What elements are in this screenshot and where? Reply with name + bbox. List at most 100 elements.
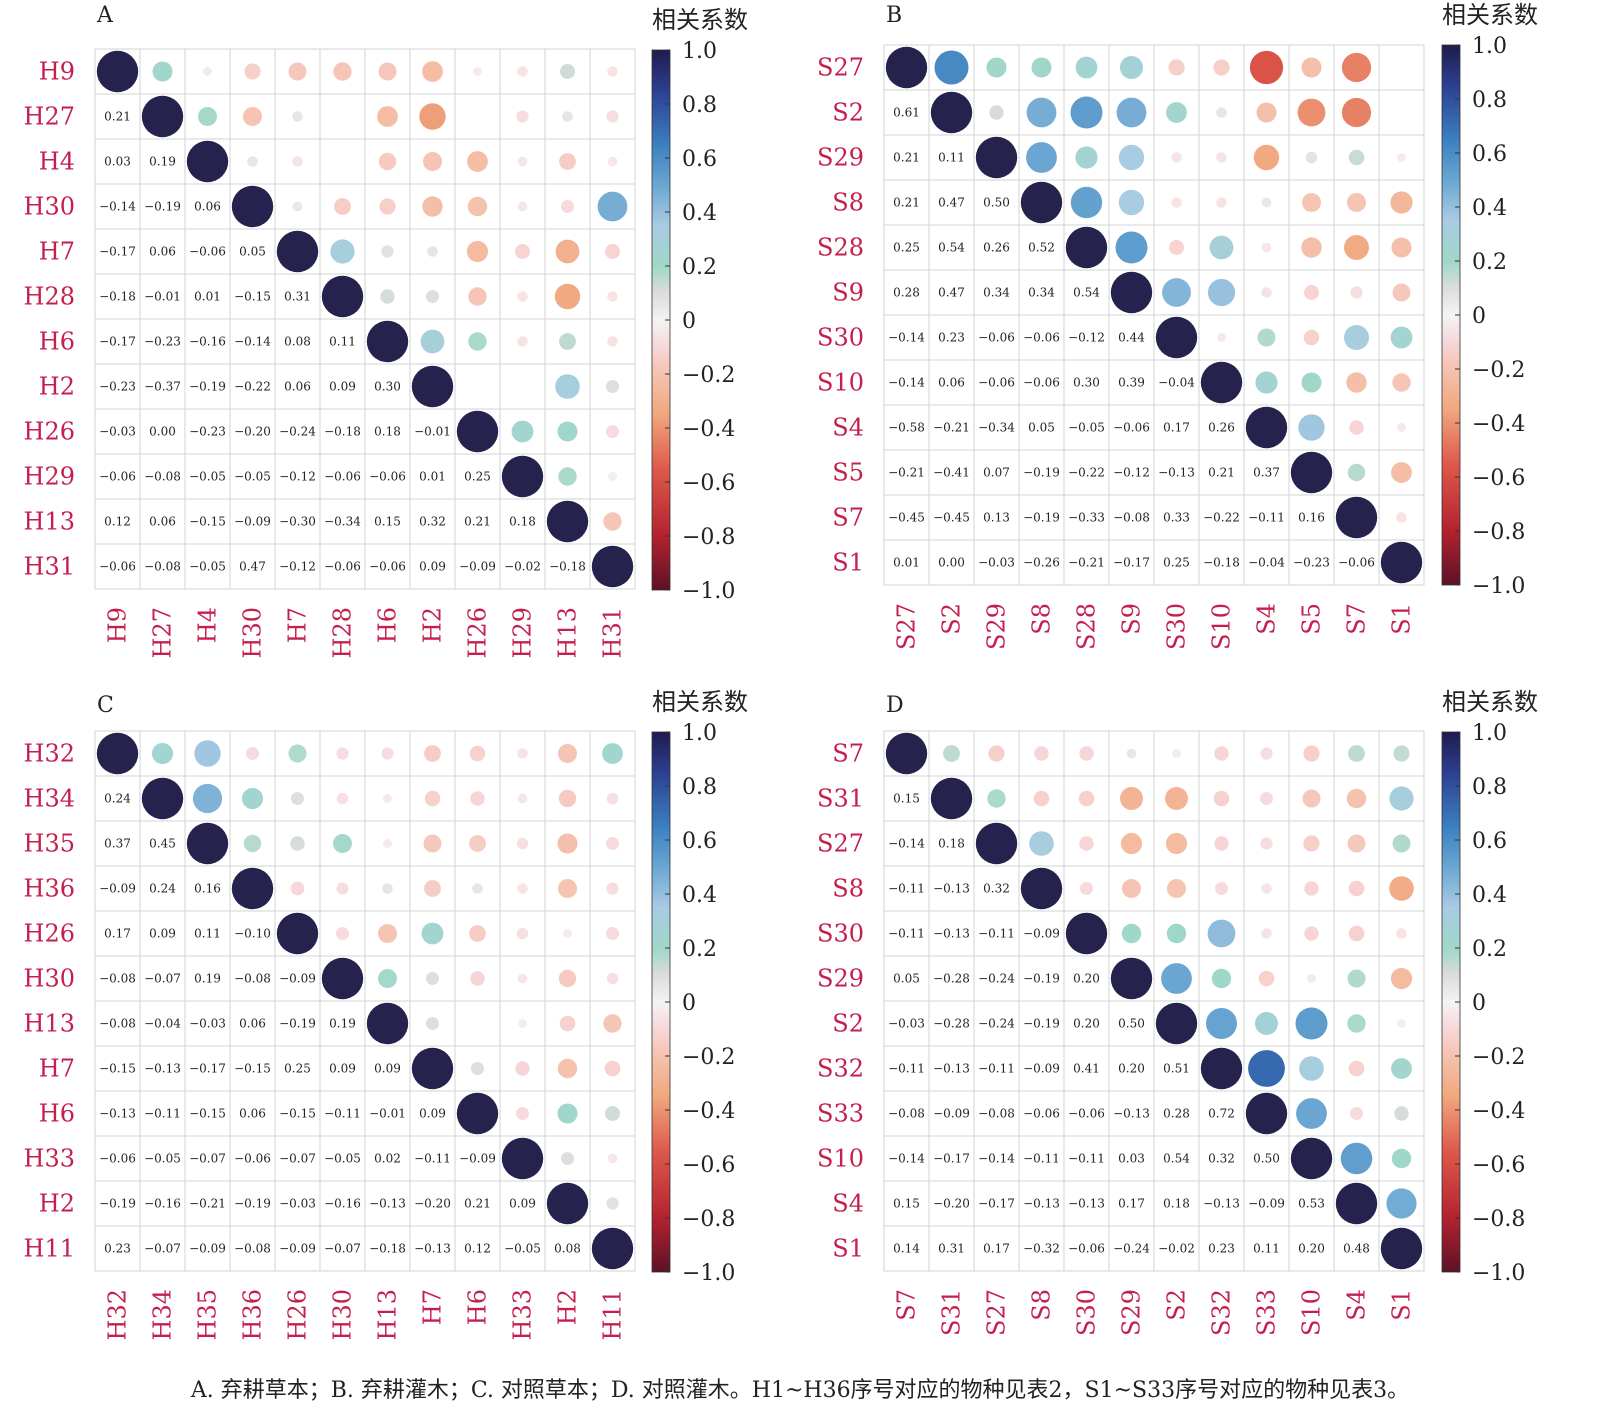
row-label: S28 (817, 234, 864, 262)
correlation-value: −0.09 (1023, 927, 1060, 941)
correlation-circle (1121, 923, 1142, 944)
correlation-value: 0.01 (893, 556, 920, 570)
row-label: H6 (39, 328, 75, 356)
correlation-circle (1346, 788, 1367, 809)
colorbar-tick-label: −0.6 (1472, 1153, 1525, 1178)
correlation-value: 0.01 (419, 470, 446, 484)
correlation-value: −0.08 (978, 1107, 1015, 1121)
correlation-value: −0.06 (234, 1152, 271, 1166)
row-label: S29 (817, 144, 864, 172)
correlation-circle (466, 240, 489, 263)
row-label: H7 (39, 238, 75, 266)
correlation-circle (558, 879, 577, 898)
correlation-circle (555, 374, 580, 399)
correlation-value: 0.20 (1073, 972, 1100, 986)
correlation-value: 0.00 (149, 425, 176, 439)
correlation-value: 0.06 (938, 376, 965, 390)
row-label: S4 (832, 1190, 864, 1218)
correlation-circle (563, 929, 572, 938)
correlation-value: 0.47 (239, 560, 266, 574)
correlation-circle (1255, 1012, 1278, 1035)
correlation-circle (561, 1152, 574, 1165)
column-label: H28 (329, 607, 357, 658)
correlation-circle (378, 62, 397, 81)
correlation-circle (423, 834, 442, 853)
row-label: H6 (39, 1100, 75, 1128)
correlation-circle (333, 834, 352, 853)
correlation-value: 0.02 (374, 1152, 401, 1166)
colorbar-tick-label: −0.4 (1472, 1099, 1525, 1124)
colorbar-title: 相关系数 (1442, 688, 1538, 716)
row-label: H13 (24, 1010, 75, 1038)
correlation-circle (1020, 867, 1063, 910)
correlation-circle (1391, 237, 1412, 258)
correlation-circle (559, 333, 576, 350)
correlation-circle (1391, 462, 1412, 483)
correlation-value: 0.48 (1343, 1242, 1370, 1256)
panel-a: A 0.21 0.03 0.19 −0.14 −0.19 0.06 −0.17 0.06 −0.0… (24, 3, 748, 658)
correlation-circle (194, 740, 221, 767)
correlation-circle (1200, 1047, 1243, 1090)
column-label: H2 (419, 607, 447, 643)
correlation-circle (607, 156, 618, 167)
correlation-value: −0.15 (279, 1107, 316, 1121)
row-label: H30 (24, 965, 75, 993)
panel-letter: A (96, 3, 114, 28)
correlation-circle (1079, 746, 1094, 761)
colorbar-tick-label: −0.8 (1472, 1207, 1525, 1232)
correlation-value: −0.15 (234, 1062, 271, 1076)
correlation-value: −0.02 (1158, 1242, 1195, 1256)
correlation-value: −0.06 (1023, 376, 1060, 390)
correlation-value: −0.14 (888, 376, 925, 390)
correlation-circle (1390, 967, 1413, 990)
correlation-value: 0.21 (104, 110, 131, 124)
column-label: H30 (239, 607, 267, 658)
correlation-circle (292, 156, 303, 167)
correlation-value: −0.30 (279, 515, 316, 529)
correlation-circle (468, 332, 487, 351)
correlation-circle (321, 275, 364, 318)
correlation-value: −0.12 (1068, 331, 1105, 345)
correlation-circle (1335, 496, 1378, 539)
correlation-circle (1392, 283, 1411, 302)
correlation-circle (1392, 373, 1411, 392)
correlation-circle (930, 91, 973, 134)
correlation-value: −0.05 (324, 1152, 361, 1166)
correlation-circle (1209, 235, 1234, 260)
correlation-circle (1217, 333, 1226, 342)
column-label: H35 (194, 1289, 222, 1340)
correlation-circle (1075, 56, 1098, 79)
correlation-circle (1120, 787, 1143, 810)
correlation-circle (1389, 876, 1414, 901)
correlation-value: 0.09 (419, 1107, 446, 1121)
correlation-value: 0.61 (893, 106, 920, 120)
correlation-circle (515, 1061, 530, 1076)
correlation-circle (467, 151, 488, 172)
correlation-value: −0.11 (1248, 511, 1285, 525)
correlation-circle (333, 62, 352, 81)
correlation-value: −0.07 (144, 972, 181, 986)
correlation-circle (1026, 142, 1057, 173)
correlation-circle (411, 365, 454, 408)
correlation-value: 0.09 (329, 380, 356, 394)
correlation-circle (290, 836, 305, 851)
correlation-value: −0.11 (978, 927, 1015, 941)
correlation-circle (501, 455, 544, 498)
correlation-circle (1304, 285, 1319, 300)
correlation-value: −0.05 (504, 1242, 541, 1256)
correlation-circle (1303, 745, 1320, 762)
colorbar-title: 相关系数 (1442, 1, 1538, 29)
column-label: H4 (194, 607, 222, 643)
colorbar-tick-label: 0.4 (1472, 883, 1507, 908)
correlation-circle (469, 925, 486, 942)
correlation-value: −0.08 (144, 560, 181, 574)
correlation-value: 0.21 (1208, 466, 1235, 480)
correlation-value: 0.37 (104, 837, 131, 851)
correlation-value: −0.09 (459, 560, 496, 574)
column-label: H30 (329, 1289, 357, 1340)
correlation-value: −0.07 (279, 1152, 316, 1166)
correlation-value: 0.06 (239, 1017, 266, 1031)
correlation-value: 0.19 (329, 1017, 356, 1031)
correlation-value: −0.19 (1023, 972, 1060, 986)
